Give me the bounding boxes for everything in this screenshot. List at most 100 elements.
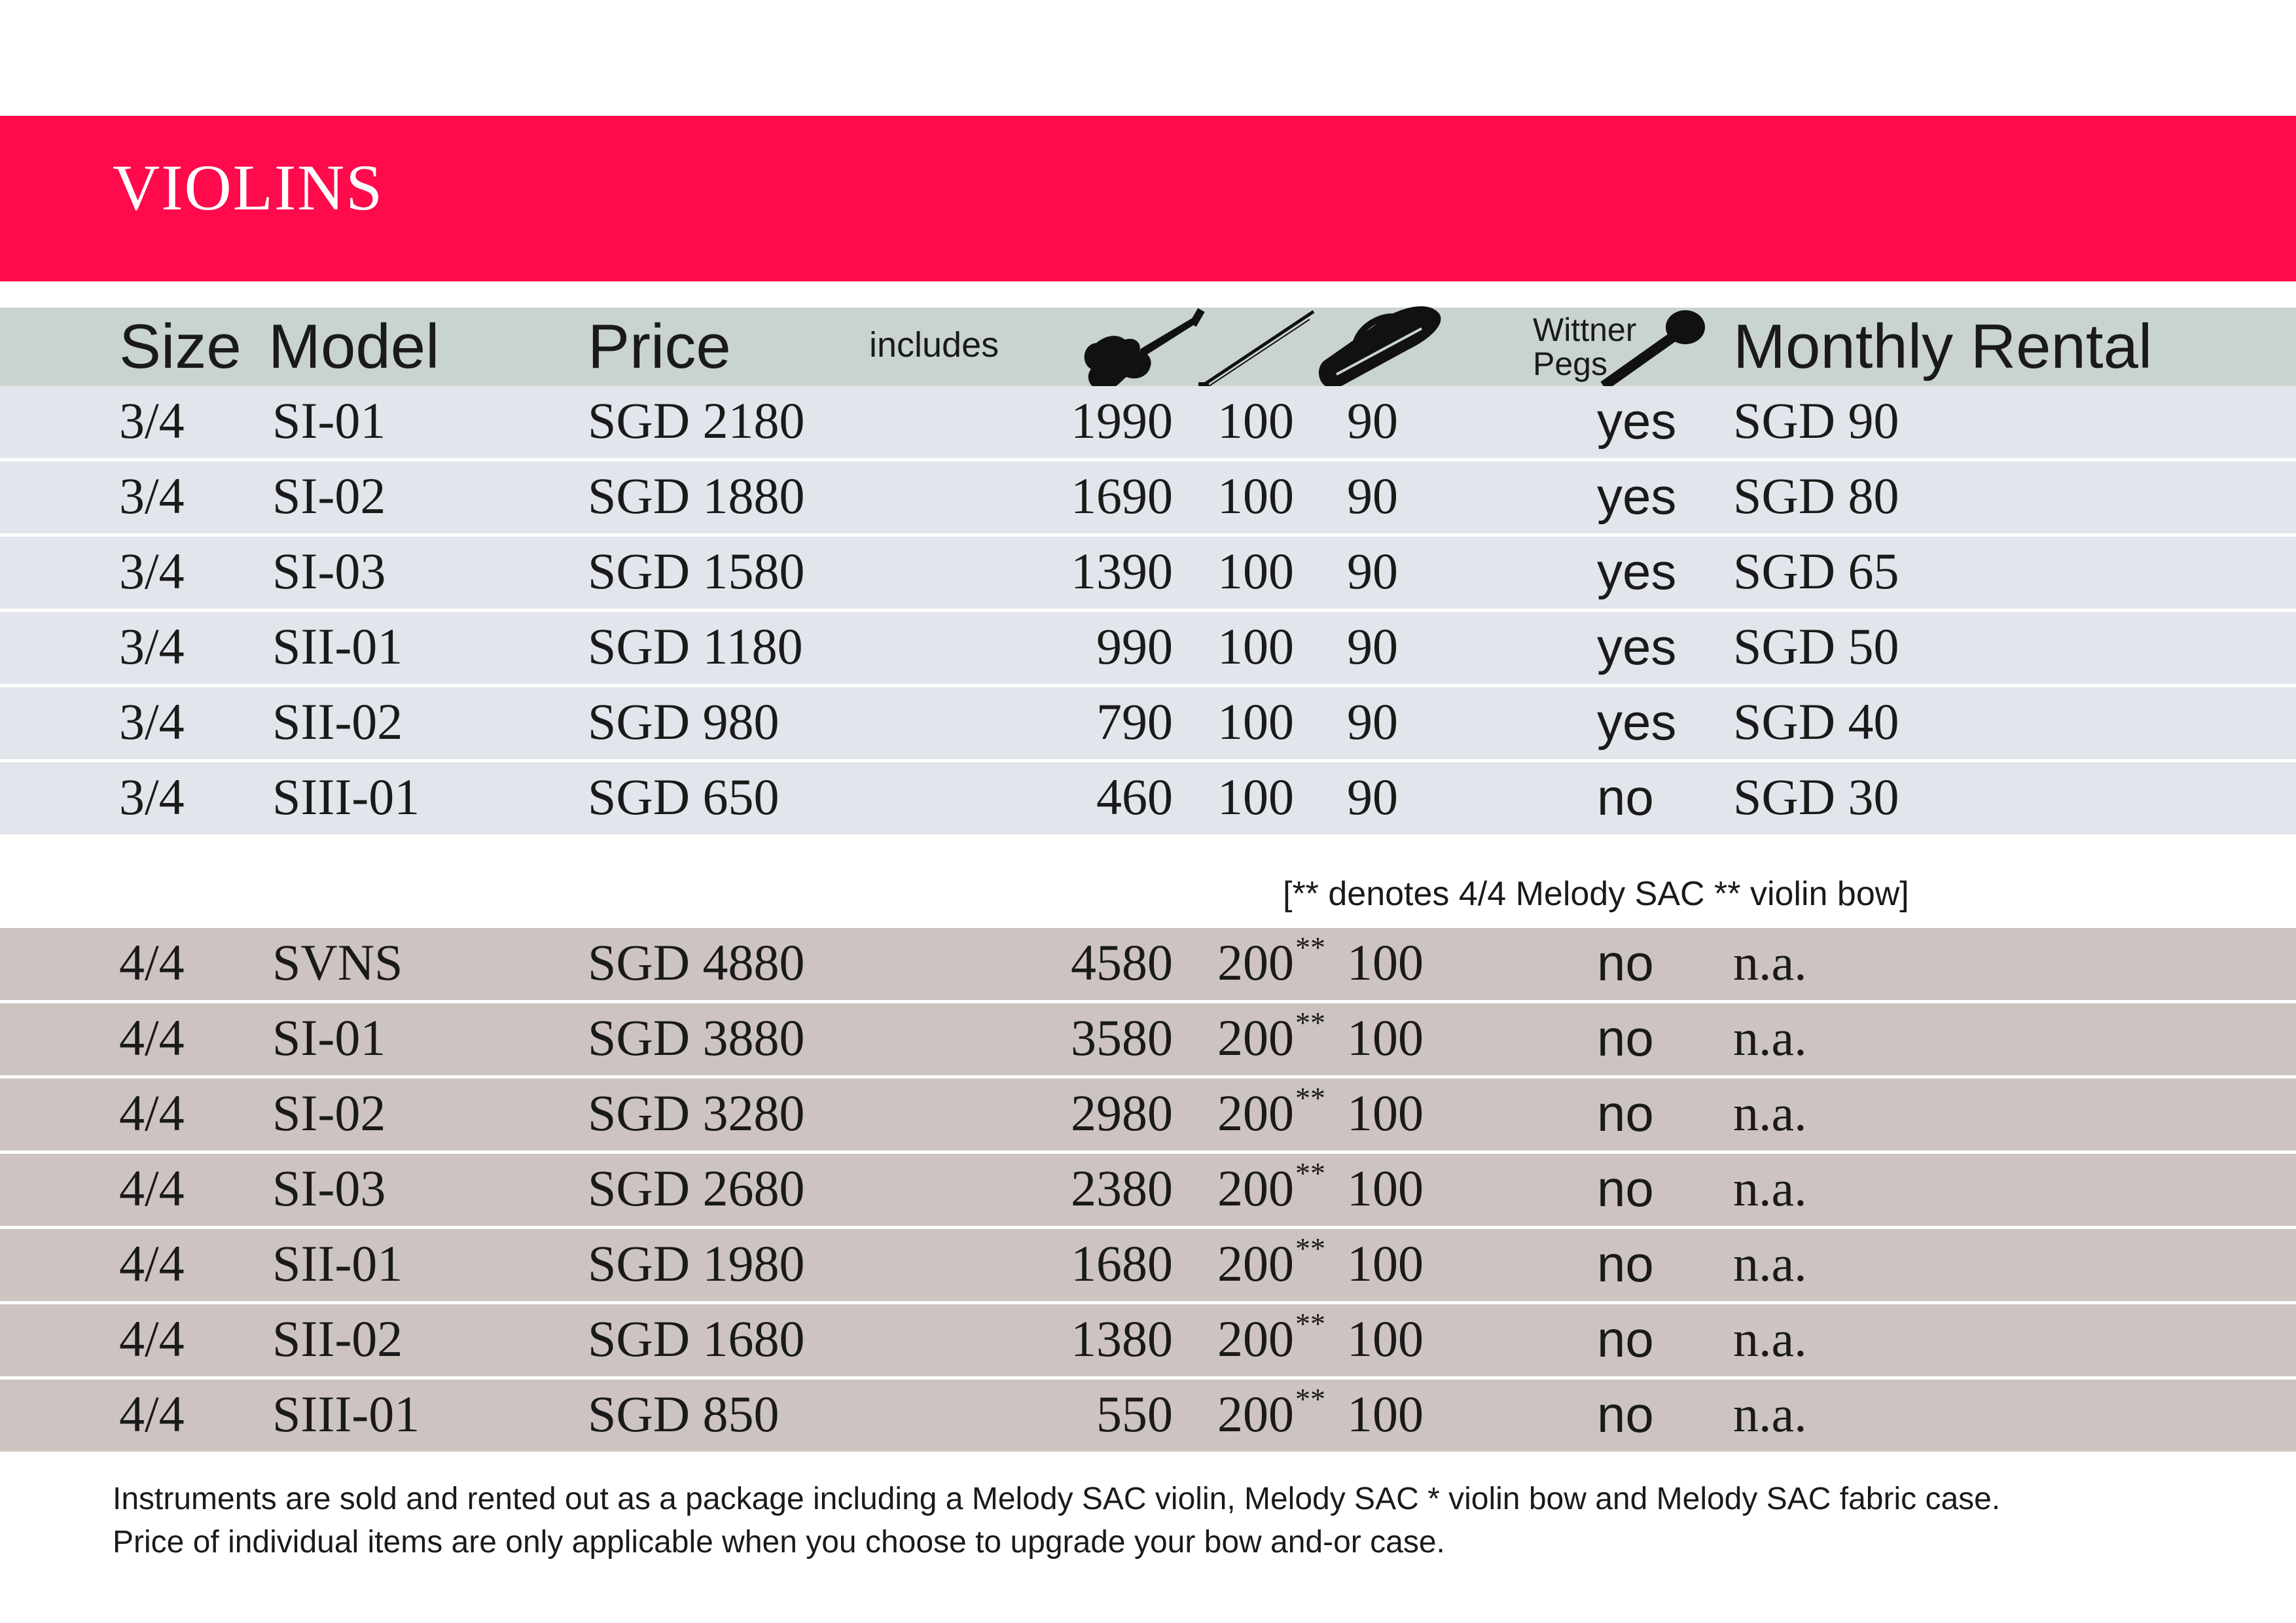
cell-case-price: 100 [1347,1009,1424,1066]
bow-asterisk: ** [1295,1307,1325,1340]
cell-rental: n.a. [1733,1310,1807,1367]
cell-bow-price: 200** [1217,1234,1325,1292]
cell-model: SIII-01 [272,768,420,825]
footer-note: Instruments are sold and rented out as a… [113,1478,2207,1564]
cell-case-price: 90 [1347,467,1398,524]
cell-size: 4/4 [119,1009,185,1066]
cell-size: 3/4 [119,467,185,524]
table-row: 4/4 SI-03 SGD 2680 2380 200** 100 no n.a… [0,1154,2296,1229]
cell-violin-price: 1380 [1071,1310,1173,1367]
table-row: 3/4 SI-01 SGD 2180 1990 100 90 yes SGD 9… [0,386,2296,461]
cell-rental: SGD 65 [1733,543,1899,599]
cell-case-price: 100 [1347,934,1424,991]
col-price-header: Price [588,312,731,382]
cell-size: 4/4 [119,1084,185,1141]
cell-model: SII-02 [272,693,403,750]
cell-bow-price: 100 [1217,618,1294,675]
cell-pegs: no [1597,934,1654,991]
cell-model: SII-01 [272,1235,403,1292]
cell-violin-price: 4580 [1071,934,1173,991]
violin-icon [1084,308,1205,391]
cell-bow-price: 200** [1217,933,1325,991]
cell-bow-price: 100 [1217,693,1294,750]
footer-line-2: Price of individual items are only appli… [113,1525,1445,1560]
cell-model: SI-03 [272,543,386,599]
cell-rental: SGD 50 [1733,618,1899,675]
cell-rental: n.a. [1733,1160,1807,1217]
cell-bow-price: 100 [1217,768,1294,825]
cell-model: SII-02 [272,1310,403,1367]
cell-price: SGD 2680 [588,1160,805,1217]
table-body-4-4: 4/4 SVNS SGD 4880 4580 200** 100 no n.a.… [0,928,2296,1455]
col-pegs-header: Wittner Pegs [1533,312,1637,382]
bow-asterisk: ** [1295,1081,1325,1115]
cell-bow-price: 100 [1217,467,1294,524]
cell-violin-price: 460 [1096,768,1173,825]
page-title: VIOLINS [113,151,384,224]
cell-bow-price: 100 [1217,392,1294,449]
cell-size: 4/4 [119,934,185,991]
cell-size: 4/4 [119,1160,185,1217]
cell-size: 3/4 [119,392,185,449]
col-rental-header: Monthly Rental [1733,312,2153,382]
cell-violin-price: 1690 [1071,467,1173,524]
bow-icon [1198,310,1315,390]
title-banner: VIOLINS [0,116,2296,281]
bow-asterisk: ** [1295,931,1325,964]
cell-case-price: 100 [1347,1235,1424,1292]
cell-size: 3/4 [119,693,185,750]
table-body-3-4: 3/4 SI-01 SGD 2180 1990 100 90 yes SGD 9… [0,386,2296,838]
cell-violin-price: 2380 [1071,1160,1173,1217]
bow-price-value: 200 [1217,1235,1294,1292]
bow-asterisk: ** [1295,1006,1325,1039]
cell-pegs: no [1597,1009,1654,1067]
table-row: 4/4 SVNS SGD 4880 4580 200** 100 no n.a. [0,928,2296,1003]
cell-price: SGD 3880 [588,1009,805,1066]
cell-violin-price: 1680 [1071,1235,1173,1292]
cell-rental: n.a. [1733,934,1807,991]
cell-violin-price: 990 [1096,618,1173,675]
cell-rental: n.a. [1733,1009,1807,1066]
cell-bow-price: 200** [1217,1384,1325,1440]
col-model-header: Model [268,312,440,382]
bow-price-value: 200 [1217,1084,1294,1141]
cell-case-price: 100 [1347,1310,1424,1367]
cell-model: SI-02 [272,1084,386,1141]
bow-asterisk: ** [1295,1156,1325,1190]
cell-model: SVNS [272,934,403,991]
table-row: 4/4 SII-02 SGD 1680 1380 200** 100 no n.… [0,1304,2296,1380]
cell-size: 3/4 [119,543,185,599]
cell-price: SGD 3280 [588,1084,805,1141]
cell-case-price: 100 [1347,1084,1424,1141]
cell-bow-price: 200** [1217,1008,1325,1066]
cell-size: 3/4 [119,768,185,825]
cell-rental: n.a. [1733,1235,1807,1292]
cell-model: SII-01 [272,618,403,675]
bow-footnote: [** denotes 4/4 Melody SAC ** violin bow… [1283,875,1909,913]
bow-price-value: 200 [1217,1009,1294,1066]
cell-price: SGD 650 [588,768,780,825]
cell-case-price: 100 [1347,1160,1424,1217]
cell-price: SGD 2180 [588,392,805,449]
cell-price: SGD 980 [588,693,780,750]
table-row: 4/4 SI-01 SGD 3880 3580 200** 100 no n.a… [0,1003,2296,1079]
cell-price: SGD 1580 [588,543,805,599]
cell-bow-price: 200** [1217,1083,1325,1139]
cell-size: 4/4 [119,1310,185,1367]
cell-rental: n.a. [1733,1084,1807,1141]
cell-bow-price: 200** [1217,1158,1325,1214]
cell-bow-price: 100 [1217,543,1294,599]
bow-price-value: 200 [1217,1385,1294,1442]
cell-violin-price: 3580 [1071,1009,1173,1066]
cell-violin-price: 550 [1096,1385,1173,1442]
cell-price: SGD 1180 [588,618,803,675]
cell-violin-price: 1390 [1071,543,1173,599]
cell-size: 3/4 [119,618,185,675]
cell-violin-price: 1990 [1071,392,1173,449]
case-icon [1318,306,1441,389]
table-row: 4/4 SI-02 SGD 3280 2980 200** 100 no n.a… [0,1079,2296,1154]
cell-case-price: 90 [1347,693,1398,750]
col-includes-header: includes [869,325,999,365]
bow-price-value: 200 [1217,934,1294,991]
cell-rental: SGD 80 [1733,467,1899,524]
